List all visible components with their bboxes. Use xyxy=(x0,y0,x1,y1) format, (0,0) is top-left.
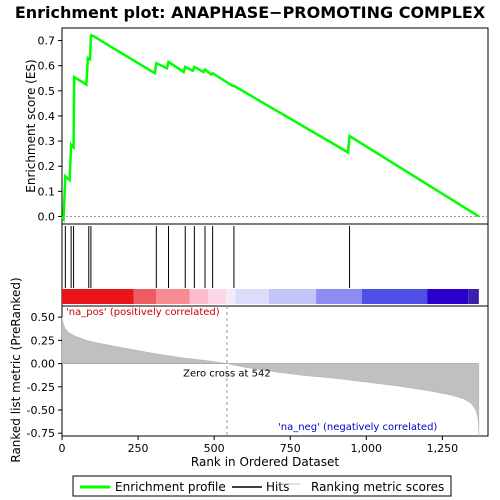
es-y-axis: 0.0 0.1 0.2 0.3 0.4 0.5 0.6 0.7 xyxy=(38,35,63,224)
es-y-tick-label: 0.1 xyxy=(38,185,56,198)
rank-x-axis: 0 250 500 750 1,000 1,250 xyxy=(59,436,459,455)
ranked-metric-panel: -0.75 -0.50 -0.25 0.00 0.25 0.50 0 250 500 750 1,… xyxy=(9,277,488,469)
legend: Enrichment profile Hits Ranking metric s… xyxy=(73,476,451,496)
color-bar-segment xyxy=(226,289,235,304)
x-tick-label: 1,250 xyxy=(427,442,459,455)
metric-y-tick-label: -0.25 xyxy=(27,381,55,394)
x-tick-label: 750 xyxy=(280,442,301,455)
es-y-tick-label: 0.2 xyxy=(38,160,56,173)
chart-title: Enrichment plot: ANAPHASE−PROMOTING COMP… xyxy=(15,3,486,22)
es-y-tick-label: 0.4 xyxy=(38,110,56,123)
metric-y-tick-label: 0.25 xyxy=(31,334,56,347)
es-y-tick-label: 0.0 xyxy=(38,210,56,223)
legend-hits-label: Hits xyxy=(266,480,289,494)
metric-y-axis: -0.75 -0.50 -0.25 0.00 0.25 0.50 xyxy=(27,311,62,440)
x-tick-label: 0 xyxy=(59,442,66,455)
color-bar-segment xyxy=(427,289,468,304)
es-y-tick-label: 0.7 xyxy=(38,35,56,48)
color-bar-segment xyxy=(134,289,157,304)
negative-correlation-label: 'na_neg' (negatively correlated) xyxy=(278,422,437,433)
metric-y-tick-label: 0.00 xyxy=(31,358,56,371)
enrichment-profile-line xyxy=(62,36,479,219)
x-tick-label: 250 xyxy=(128,442,149,455)
metric-y-tick-label: -0.75 xyxy=(27,427,55,440)
ranked-list-color-bar xyxy=(62,289,479,304)
es-y-tick-label: 0.6 xyxy=(38,60,56,73)
enrichment-profile-series xyxy=(62,36,479,219)
enrichment-score-panel: 0.0 0.1 0.2 0.3 0.4 0.5 0.6 0.7 Enrichment scor… xyxy=(24,28,488,224)
color-bar-segment xyxy=(62,289,134,304)
es-y-axis-label: Enrichment score (ES) xyxy=(24,59,38,192)
x-axis-label: Rank in Ordered Dataset xyxy=(191,455,339,469)
color-bar-segment xyxy=(235,289,268,304)
metric-y-axis-label: Ranked list metric (PreRanked) xyxy=(9,277,23,462)
legend-enrichment-label: Enrichment profile xyxy=(115,480,226,494)
x-tick-label: 1,000 xyxy=(351,442,383,455)
color-bar-segment xyxy=(156,289,189,304)
x-tick-label: 500 xyxy=(204,442,225,455)
color-bar-segment xyxy=(468,289,479,304)
legend-ranking-label: Ranking metric scores xyxy=(311,480,444,494)
hit-markers xyxy=(65,226,349,288)
color-bar-segment xyxy=(269,289,316,304)
hits-panel xyxy=(62,224,488,306)
metric-y-tick-label: -0.50 xyxy=(27,404,55,417)
zero-cross-label: Zero cross at 542 xyxy=(183,369,271,380)
color-bar-segment xyxy=(362,289,427,304)
es-plot-frame xyxy=(62,28,488,224)
color-bar-segment xyxy=(190,289,208,304)
es-y-tick-label: 0.5 xyxy=(38,85,56,98)
es-y-tick-label: 0.3 xyxy=(38,135,56,148)
color-bar-segment xyxy=(208,289,226,304)
metric-y-tick-label: 0.50 xyxy=(31,311,56,324)
color-bar-segment xyxy=(316,289,362,304)
positive-correlation-label: 'na_pos' (positively correlated) xyxy=(66,307,220,318)
